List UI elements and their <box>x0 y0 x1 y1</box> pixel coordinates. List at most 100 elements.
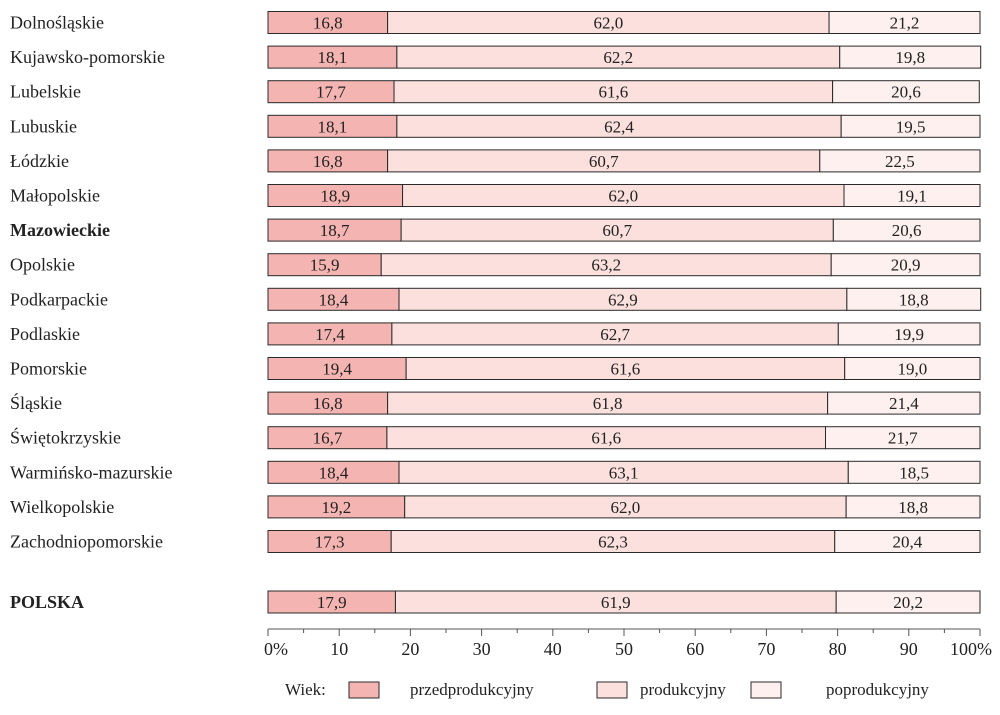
bar-segment-poprodukcyjny <box>839 45 982 69</box>
category-label: Wielkopolskie <box>10 497 114 517</box>
data-label: 20,6 <box>891 83 921 102</box>
data-label: 62,4 <box>604 117 634 136</box>
x-tick-label: 40 <box>544 639 562 659</box>
data-label: 62,0 <box>611 498 641 517</box>
legend-swatch-produkcyjny <box>596 681 628 699</box>
legend-title: Wiek: <box>285 680 326 699</box>
category-label: POLSKA <box>10 592 84 612</box>
x-tick-label: 80 <box>829 639 847 659</box>
data-label: 62,7 <box>600 325 630 344</box>
data-label: 19,5 <box>896 117 926 136</box>
category-label: Śląskie <box>10 392 62 413</box>
x-tick-label: 70 <box>757 639 775 659</box>
x-axis: 0% 10 20 30 40 50 60 70 80 90 100% <box>264 628 992 659</box>
data-label: 62,9 <box>608 290 638 309</box>
data-label: 62,3 <box>598 533 628 552</box>
bar-segment-poprodukcyjny <box>837 322 981 346</box>
x-tick-label: 90 <box>900 639 918 659</box>
legend-label-produkcyjny: produkcyjny <box>640 680 726 699</box>
data-label: 20,2 <box>893 593 923 612</box>
data-label: 62,0 <box>608 187 638 206</box>
data-label: 17,3 <box>315 533 345 552</box>
category-label: Opolskie <box>10 255 75 275</box>
data-label: 60,7 <box>602 221 632 240</box>
bar-segment-poprodukcyjny <box>845 495 981 519</box>
data-label: 61,6 <box>591 429 621 448</box>
data-label: 20,9 <box>891 256 921 275</box>
category-label: Kujawsko-pomorskie <box>10 47 165 67</box>
category-label: Dolnośląskie <box>10 13 104 33</box>
legend-swatch-przedprodukcyjny <box>348 681 380 699</box>
data-label: 16,8 <box>313 152 343 171</box>
data-label: 61,9 <box>601 593 631 612</box>
data-label: 20,6 <box>892 221 922 240</box>
data-label: 19,1 <box>897 187 927 206</box>
bar-segment-poprodukcyjny <box>819 149 981 173</box>
data-label: 63,1 <box>609 463 639 482</box>
data-label: 17,4 <box>315 325 345 344</box>
data-label: 18,1 <box>318 117 348 136</box>
category-label: Świętokrzyskie <box>10 427 121 448</box>
data-label: 18,5 <box>899 463 929 482</box>
data-label: 63,2 <box>591 256 621 275</box>
category-label: Pomorskie <box>10 359 87 379</box>
data-label: 21,2 <box>890 14 920 33</box>
category-label: Podkarpackie <box>10 289 108 309</box>
data-label: 61,6 <box>611 360 641 379</box>
legend: Wiek: przedprodukcyjny produkcyjny poproduk… <box>285 680 929 699</box>
bar-segment-poprodukcyjny <box>835 590 981 614</box>
bar-segment-poprodukcyjny <box>830 253 981 277</box>
x-tick-label: 10 <box>330 639 348 659</box>
bar-segment-poprodukcyjny <box>846 287 982 311</box>
data-label: 18,8 <box>898 498 928 517</box>
x-tick-label: 100% <box>950 639 992 659</box>
data-label: 17,7 <box>316 83 346 102</box>
bar-segment-poprodukcyjny <box>844 357 981 380</box>
data-label: 19,2 <box>321 498 351 517</box>
category-label: Lubuskie <box>10 116 77 136</box>
bar-segment-poprodukcyjny <box>840 114 981 138</box>
data-label: 21,4 <box>889 394 919 413</box>
category-label: Warmińsko-mazurskie <box>10 462 173 482</box>
data-label: 62,2 <box>603 48 633 67</box>
bar-segment-poprodukcyjny <box>843 184 981 207</box>
bar-segment-poprodukcyjny <box>832 80 980 104</box>
bar-segment-poprodukcyjny <box>828 11 981 34</box>
x-tick-label: 60 <box>686 639 704 659</box>
data-label: 22,5 <box>885 152 915 171</box>
data-label: 62,0 <box>593 14 623 33</box>
category-label: Łódzkie <box>10 151 69 171</box>
data-label: 16,8 <box>313 14 343 33</box>
x-tick-label: 30 <box>473 639 491 659</box>
data-label: 18,1 <box>318 48 348 67</box>
data-label: 17,9 <box>317 593 347 612</box>
legend-swatch-poprodukcyjny <box>750 681 782 699</box>
data-label: 20,4 <box>893 533 923 552</box>
data-label: 15,9 <box>310 256 340 275</box>
data-label: 19,8 <box>895 48 925 67</box>
data-label: 18,4 <box>319 463 349 482</box>
legend-label-poprodukcyjny: poprodukcyjny <box>826 680 929 699</box>
data-label: 16,8 <box>313 394 343 413</box>
data-label: 19,9 <box>894 325 924 344</box>
data-label: 18,7 <box>320 221 350 240</box>
data-label: 19,4 <box>322 360 352 379</box>
data-label: 60,7 <box>589 152 619 171</box>
category-label: Mazowieckie <box>10 220 110 240</box>
data-label: 18,4 <box>319 290 349 309</box>
category-label: Podlaskie <box>10 324 80 344</box>
category-label: Zachodniopomorskie <box>10 532 163 552</box>
category-label: Małopolskie <box>10 186 100 206</box>
x-tick-label: 50 <box>615 639 633 659</box>
x-tick-label: 20 <box>401 639 419 659</box>
bar-segment-poprodukcyjny <box>827 391 981 415</box>
data-label: 18,8 <box>899 290 929 309</box>
data-label: 18,9 <box>320 187 350 206</box>
bar-segment-poprodukcyjny <box>847 460 981 484</box>
bar-segment-poprodukcyjny <box>832 218 981 242</box>
data-label: 21,7 <box>888 429 918 448</box>
category-label: Lubelskie <box>10 82 81 102</box>
data-label: 61,6 <box>598 83 628 102</box>
